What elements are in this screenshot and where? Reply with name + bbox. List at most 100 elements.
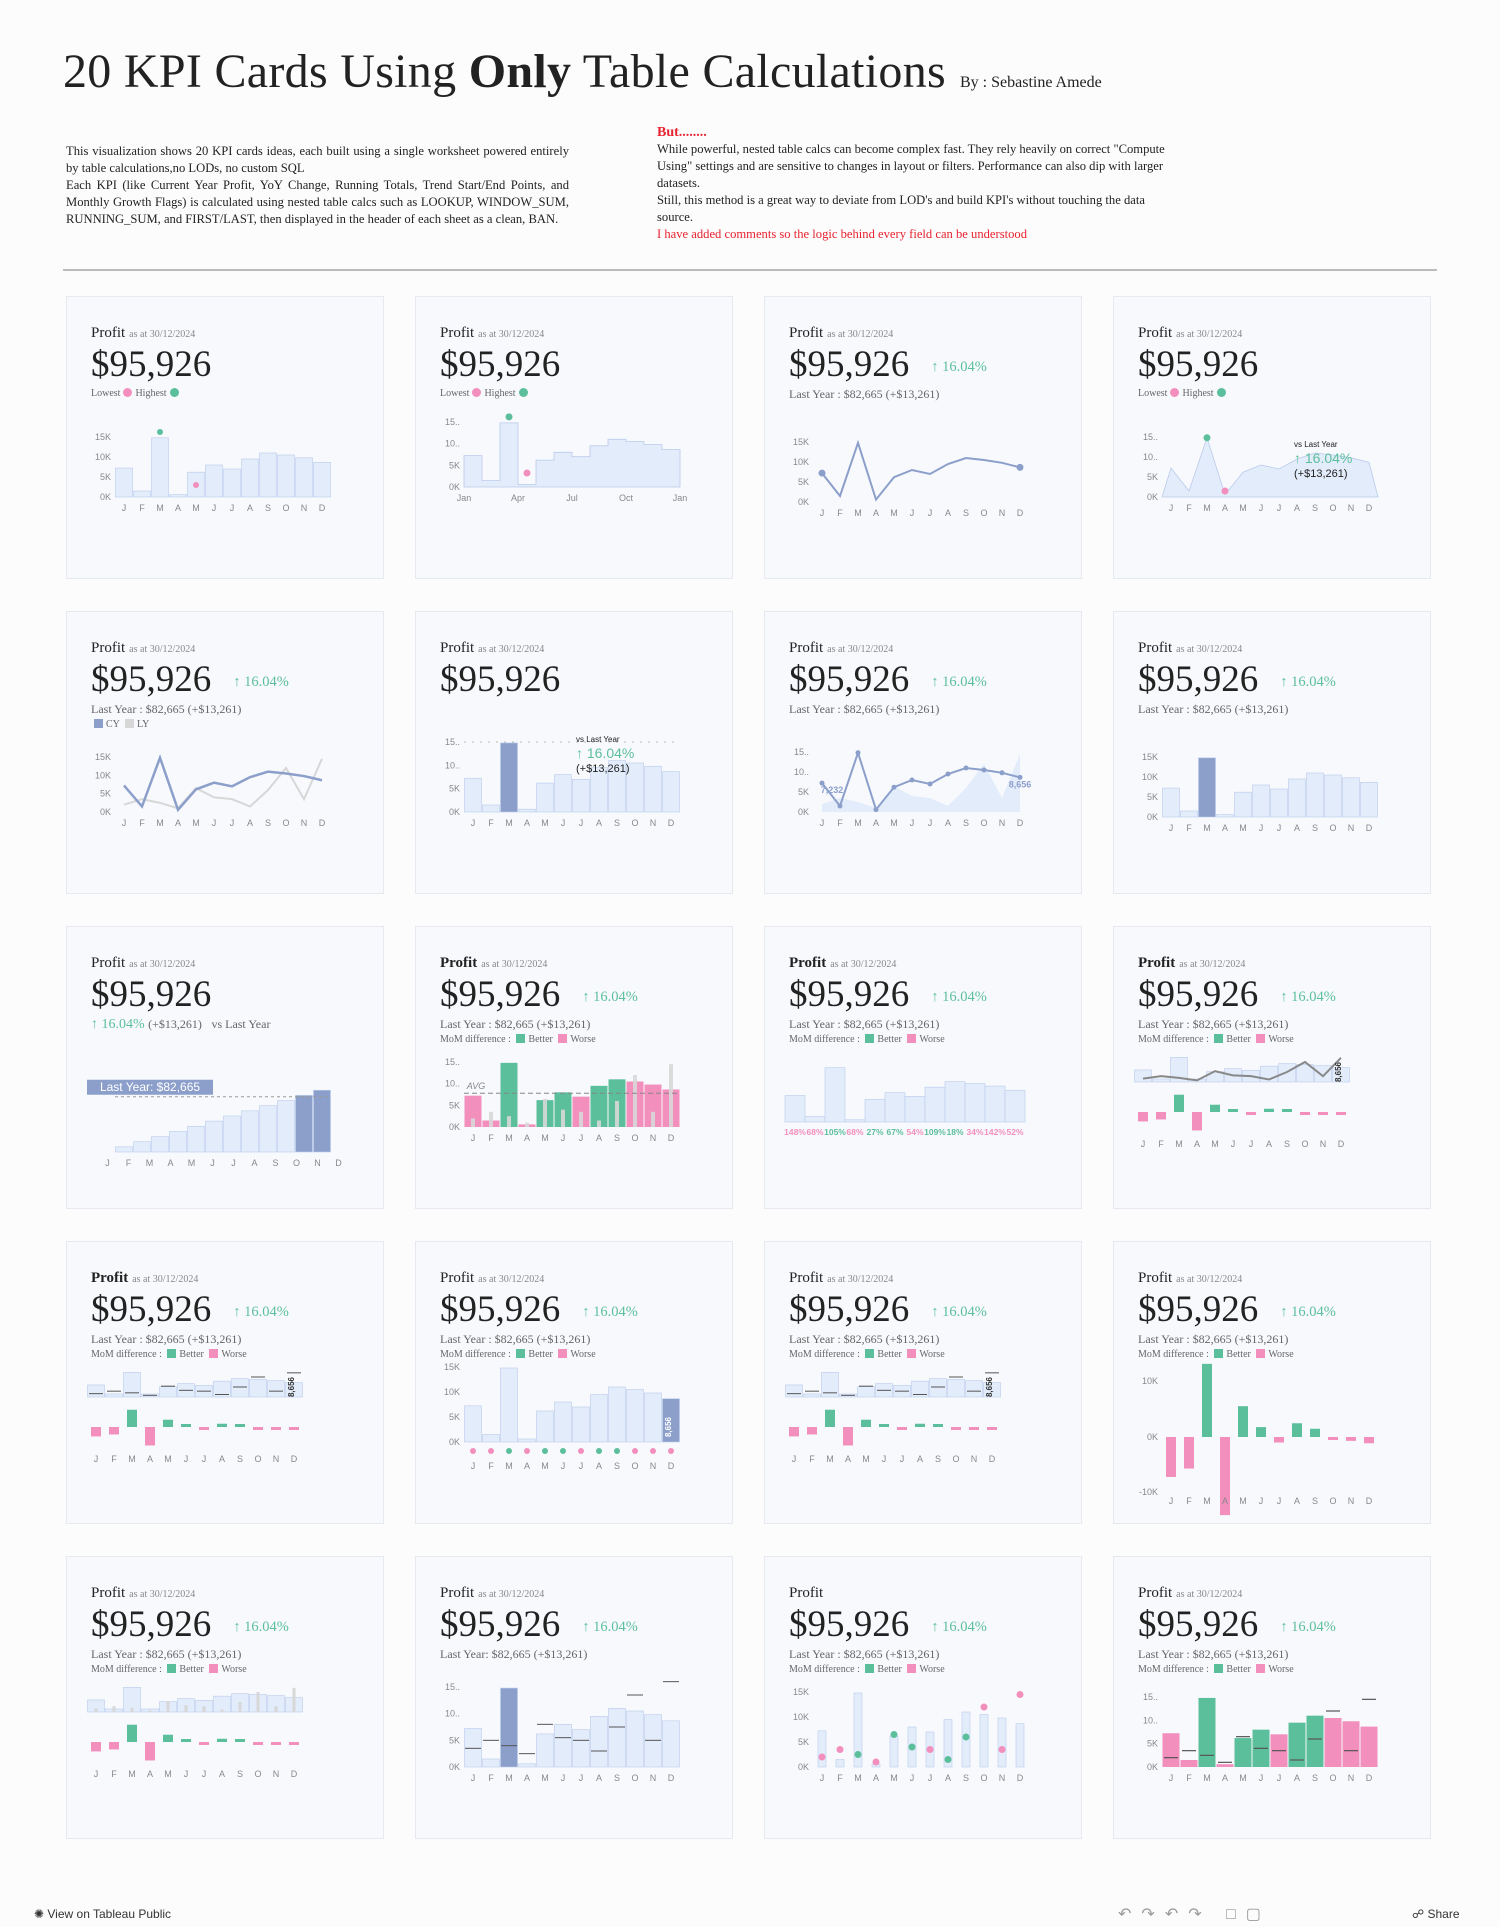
last-year-line: Last Year : $82,665 (+$13,261)	[1138, 1017, 1289, 1031]
x-tick-label: J	[1277, 823, 1282, 833]
mom-bar	[1210, 1104, 1220, 1112]
mom-bar	[217, 1738, 227, 1742]
x-tick-label: J	[1231, 1139, 1236, 1149]
mom-legend: MoM difference : Better Worse	[789, 1349, 945, 1360]
kpi-label: Profit as at 30/12/2024	[91, 640, 196, 656]
view-on-tableau-link[interactable]: ✺ View on Tableau Public	[34, 1907, 172, 1921]
x-tick-label: M	[1203, 823, 1211, 833]
mom-bar	[271, 1427, 281, 1430]
x-tick-label: F	[1186, 1496, 1192, 1506]
y-tick-label: 15K	[444, 1362, 460, 1372]
bar	[241, 1110, 259, 1153]
kpi-value: $95,926 ↑ 16.04%	[1138, 1604, 1336, 1645]
bar	[644, 1084, 662, 1127]
x-tick-label: M	[862, 1454, 870, 1464]
x-tick-label: J	[579, 818, 584, 828]
x-tick-label: D	[1017, 508, 1024, 518]
y-tick-label: 15..	[1143, 432, 1158, 442]
y-tick-label: 0K	[1147, 492, 1158, 502]
y-tick-label: 10..	[445, 1079, 460, 1089]
kpi-card-12: 8,656 J F M A M J J A S O N D Profit as at 30/12/2024 $…	[1113, 926, 1431, 1209]
y-tick-label: 10K	[1142, 772, 1158, 782]
x-tick-label: M	[1239, 503, 1247, 513]
bar	[295, 457, 313, 498]
bar	[223, 468, 241, 498]
ly-dot	[944, 1756, 952, 1763]
bar	[295, 1095, 313, 1153]
bar	[572, 1406, 590, 1443]
mom-bar	[807, 1427, 817, 1435]
x-tick-label: F	[488, 1773, 494, 1783]
bar	[1288, 778, 1306, 818]
bar	[169, 494, 187, 498]
x-tick-label: D	[291, 1769, 298, 1779]
x-tick-label: F	[1186, 823, 1192, 833]
mom-bar	[199, 1742, 209, 1745]
bar	[536, 1733, 554, 1768]
x-tick-label: J	[1277, 503, 1282, 513]
x-tick-label: D	[335, 1158, 342, 1168]
mom-bar	[1156, 1112, 1166, 1120]
bar	[1162, 1733, 1180, 1767]
mom-pct-label: 67%	[886, 1127, 903, 1137]
toolbar-icons[interactable]: ↶↷↶↷ □▢	[1118, 1906, 1271, 1923]
share-button[interactable]: ☍ Share	[1412, 1907, 1460, 1921]
mom-dot	[524, 1448, 530, 1454]
bar	[151, 1136, 169, 1153]
end-label: 8,656	[985, 1376, 994, 1397]
ly-dot	[818, 1753, 826, 1761]
mom-bar	[843, 1427, 853, 1446]
x-tick-label: J	[561, 1773, 566, 1783]
x-tick-label: M	[826, 1454, 834, 1464]
x-tick-label: O	[1301, 1139, 1308, 1149]
yoy-change: ↑ 16.04%	[233, 1304, 289, 1320]
x-tick-label: M	[128, 1454, 136, 1464]
x-tick-label: S	[614, 1133, 620, 1143]
ly-dot	[908, 1743, 916, 1751]
last-year-line: Last Year : $82,665 (+$13,261)	[91, 702, 242, 716]
bar	[518, 1763, 536, 1768]
y-tick-label: -10K	[1139, 1487, 1158, 1497]
cy-line	[821, 439, 1021, 502]
bar	[313, 1089, 331, 1153]
last-year-line: Last Year : $82,665 (+$13,261)	[440, 1017, 591, 1031]
bar	[464, 1728, 482, 1768]
x-tick-label: S	[614, 1773, 620, 1783]
x-tick-label: M	[1203, 1496, 1211, 1506]
y-tick-label: 5K	[449, 1100, 460, 1110]
kpi-card-7: 0K 5K 10.. 15.. 7,232 8,656 J F M A M J J A S O N D Profit…	[764, 611, 1082, 894]
x-tick-label: A	[219, 1769, 225, 1779]
kpi-value: $95,926 ↑ 16.04%	[789, 1289, 987, 1330]
x-tick-label: O	[980, 1773, 987, 1783]
bar	[205, 464, 223, 498]
x-tick-label: J	[105, 1158, 110, 1168]
chart-4: 0K 5K 10.. 15.. J F M A M J J A S O N Dvs Last Year↑ 16…	[1143, 432, 1379, 513]
y-tick-label: 15..	[445, 1682, 460, 1692]
bar	[105, 1393, 123, 1398]
highest-dot	[157, 429, 163, 435]
x-tick-label: S	[272, 1158, 278, 1168]
kpi-value: $95,926	[91, 974, 212, 1015]
bar	[1234, 791, 1252, 818]
x-tick-label: A	[1194, 1139, 1200, 1149]
x-tick-label: A	[917, 1454, 923, 1464]
legend: Lowest Highest	[91, 388, 182, 399]
x-tick-label: F	[488, 1461, 494, 1471]
mom-bar	[163, 1734, 173, 1742]
x-tick-label: D	[1366, 823, 1373, 833]
bar	[133, 1141, 151, 1153]
last-year-line: Last Year : $82,665 (+$13,261)	[789, 1017, 940, 1031]
ly-bar	[166, 1701, 170, 1712]
mom-dot	[596, 1448, 602, 1454]
kpi-card-8: 0K 5K 10K 15K J F M A M J J A S O N D Profit as at 30/12/…	[1113, 611, 1431, 894]
y-tick-label: 5K	[100, 472, 111, 482]
mom-dot	[614, 1448, 620, 1454]
mom-bar	[271, 1742, 281, 1745]
mom-bar	[1228, 1109, 1238, 1112]
x-tick-label: A	[596, 818, 602, 828]
x-tick-label: S	[1312, 1773, 1318, 1783]
x-tick-label: M	[854, 508, 862, 518]
kpi-label: Profit as at 30/12/2024	[1138, 325, 1243, 341]
